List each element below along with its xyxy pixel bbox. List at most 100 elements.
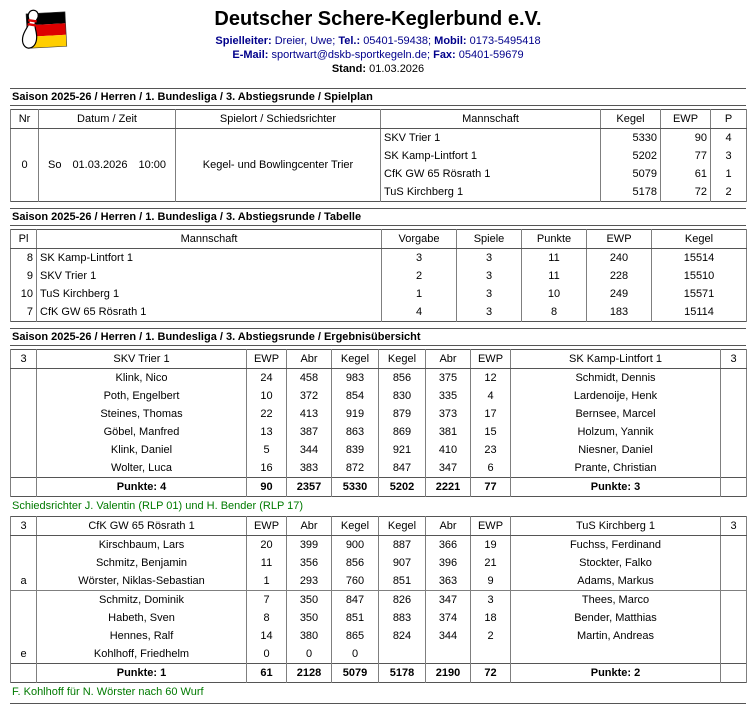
spielleiter-label: Spielleiter: bbox=[215, 35, 272, 47]
sub-mark-right bbox=[720, 609, 747, 627]
home-ewp: 13 bbox=[246, 423, 287, 441]
away-abr: 363 bbox=[425, 572, 471, 591]
player-row: Hennes, Ralf 14 380 865 824 344 2 Martin… bbox=[10, 627, 747, 645]
away-ewp: 23 bbox=[470, 441, 511, 459]
kegel-cell: 15571 bbox=[651, 285, 747, 303]
away-player-name: Adams, Markus bbox=[510, 572, 721, 591]
home-player-name: Göbel, Manfred bbox=[36, 423, 247, 441]
player-row: e Kohlhoff, Friedhelm 0 0 0 bbox=[10, 645, 747, 664]
sub-mark-left bbox=[10, 477, 37, 497]
home-abr: 399 bbox=[286, 535, 332, 554]
time: 10:00 bbox=[138, 159, 166, 171]
team-name-cell: SKV Trier 1 bbox=[36, 267, 382, 285]
ewp-cell: 61 bbox=[660, 165, 711, 183]
home-ewp: 7 bbox=[246, 590, 287, 609]
contact-line-1: Spielleiter: Dreier, Uwe; Tel.: 05401-59… bbox=[10, 34, 746, 48]
sub-mark-right bbox=[720, 405, 747, 423]
match-number-left: 3 bbox=[10, 516, 37, 536]
home-player-name: Schmitz, Benjamin bbox=[36, 554, 247, 572]
home-kegel: 856 bbox=[331, 554, 379, 572]
col-header-pl: Pl bbox=[10, 229, 37, 249]
home-kegel: 851 bbox=[331, 609, 379, 627]
referee-note: Schiedsrichter J. Valentin (RLP 01) und … bbox=[12, 500, 304, 512]
home-ewp: 11 bbox=[246, 554, 287, 572]
away-ewp bbox=[470, 645, 511, 664]
home-ewp: 22 bbox=[246, 405, 287, 423]
away-ewp: 21 bbox=[470, 554, 511, 572]
away-player-name: Thees, Marco bbox=[510, 590, 721, 609]
away-kegel: 869 bbox=[378, 423, 426, 441]
away-player-name: Fuchss, Ferdinand bbox=[510, 535, 721, 554]
col-header-abr: Abr bbox=[286, 516, 332, 536]
away-player-name: Niesner, Daniel bbox=[510, 441, 721, 459]
player-row: Göbel, Manfred 13 387 863 869 381 15 Hol… bbox=[10, 423, 747, 441]
home-ewp: 16 bbox=[246, 459, 287, 478]
match-header-row: 3 CfK GW 65 Rösrath 1 EWP Abr Kegel Kege… bbox=[10, 516, 747, 536]
sub-mark-right bbox=[720, 387, 747, 405]
home-abr: 380 bbox=[286, 627, 332, 645]
match-number-right: 3 bbox=[720, 516, 747, 536]
away-kegel: 883 bbox=[378, 609, 426, 627]
table-row: 8 SK Kamp-Lintfort 1 3 3 11 240 15514 bbox=[10, 248, 747, 267]
home-player-name: Wörster, Niklas-Sebastian bbox=[36, 572, 247, 591]
away-player-name: Holzum, Yannik bbox=[510, 423, 721, 441]
away-kegel: 921 bbox=[378, 441, 426, 459]
away-kegel: 847 bbox=[378, 459, 426, 478]
away-abr: 335 bbox=[425, 387, 471, 405]
away-player-name: Schmidt, Dennis bbox=[510, 368, 721, 387]
away-ewp-total: 72 bbox=[470, 663, 511, 683]
away-abr: 374 bbox=[425, 609, 471, 627]
col-header-abr: Abr bbox=[286, 349, 332, 369]
home-kegel: 863 bbox=[331, 423, 379, 441]
email-label: E-Mail: bbox=[232, 49, 269, 61]
home-kegel: 865 bbox=[331, 627, 379, 645]
col-header-ewp: EWP bbox=[246, 349, 287, 369]
match-number-left: 3 bbox=[10, 349, 37, 369]
rank-cell: 10 bbox=[10, 285, 37, 303]
col-header-kegel: Kegel bbox=[600, 109, 661, 129]
home-ewp: 8 bbox=[246, 609, 287, 627]
away-kegel-total: 5202 bbox=[378, 477, 426, 497]
team-name-cell: SK Kamp-Lintfort 1 bbox=[36, 248, 382, 267]
home-player-name: Poth, Engelbert bbox=[36, 387, 247, 405]
team-name-cell: TuS Kirchberg 1 bbox=[380, 183, 601, 202]
away-abr: 347 bbox=[425, 590, 471, 609]
col-header-spielort: Spielort / Schiedsrichter bbox=[175, 109, 381, 129]
home-punkte-total: Punkte: 1 bbox=[36, 663, 247, 683]
home-team-name: CfK GW 65 Rösrath 1 bbox=[36, 516, 247, 536]
spiele-cell: 3 bbox=[456, 248, 522, 267]
col-header-mannschaft: Mannschaft bbox=[380, 109, 601, 129]
sub-mark-left bbox=[10, 627, 37, 645]
away-abr bbox=[425, 645, 471, 664]
home-abr: 350 bbox=[286, 590, 332, 609]
away-kegel-total: 5178 bbox=[378, 663, 426, 683]
col-header-datum: Datum / Zeit bbox=[38, 109, 176, 129]
away-ewp: 3 bbox=[470, 590, 511, 609]
away-abr: 366 bbox=[425, 535, 471, 554]
weekday: So bbox=[48, 159, 62, 171]
home-abr-total: 2357 bbox=[286, 477, 332, 497]
p-cell: 3 bbox=[710, 147, 747, 165]
sub-mark-left bbox=[10, 441, 37, 459]
player-row: Kirschbaum, Lars 20 399 900 887 366 19 F… bbox=[10, 535, 747, 554]
home-kegel: 760 bbox=[331, 572, 379, 591]
ewp-cell: 72 bbox=[660, 183, 711, 202]
away-ewp-total: 77 bbox=[470, 477, 511, 497]
stand-value: 01.03.2026 bbox=[369, 63, 425, 75]
away-player-name: Bender, Matthias bbox=[510, 609, 721, 627]
ewp-cell: 77 bbox=[660, 147, 711, 165]
table-row: TuS Kirchberg 1 5178 72 2 bbox=[11, 183, 747, 202]
ewp-cell: 249 bbox=[586, 285, 652, 303]
spielplan-header-row: Nr Datum / Zeit Spielort / Schiedsrichte… bbox=[10, 109, 747, 129]
home-player-name: Kirschbaum, Lars bbox=[36, 535, 247, 554]
col-header-ewp: EWP bbox=[470, 349, 511, 369]
home-kegel: 872 bbox=[331, 459, 379, 478]
home-kegel: 919 bbox=[331, 405, 379, 423]
away-abr: 381 bbox=[425, 423, 471, 441]
away-team-name: TuS Kirchberg 1 bbox=[510, 516, 721, 536]
away-kegel: 879 bbox=[378, 405, 426, 423]
col-header-vorgabe: Vorgabe bbox=[381, 229, 457, 249]
table-row: SK Kamp-Lintfort 1 5202 77 3 bbox=[11, 147, 747, 165]
player-row: Steines, Thomas 22 413 919 879 373 17 Be… bbox=[10, 405, 747, 423]
